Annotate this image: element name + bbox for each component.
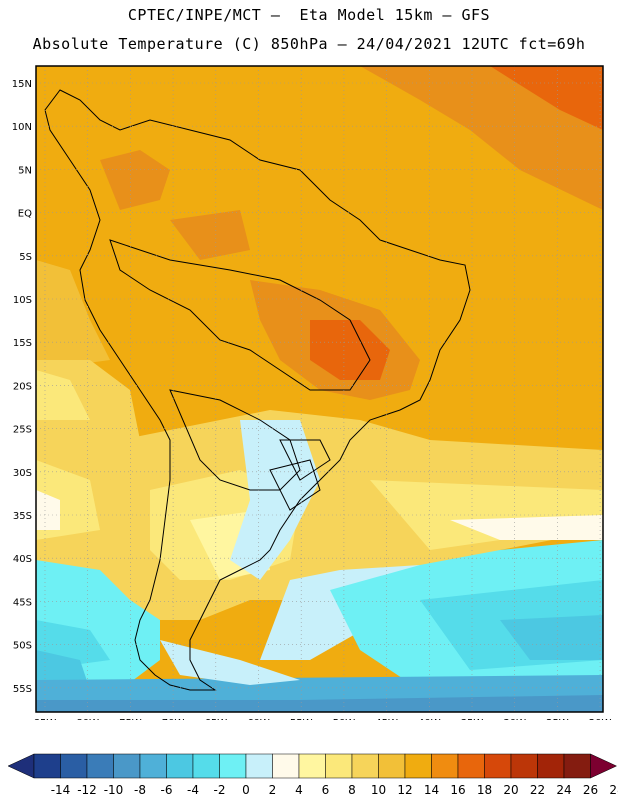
colorbar-overflow — [590, 753, 618, 779]
lon-label: 25W — [546, 718, 569, 720]
colorbar-tick-label: 6 — [322, 783, 330, 797]
colorbar-box — [113, 753, 141, 779]
colorbar-box — [510, 753, 538, 779]
lat-label: 15S — [13, 338, 32, 349]
colorbar-tick-label: 24 — [556, 783, 571, 797]
colorbar-tick-label: -2 — [214, 783, 226, 797]
lat-label: EQ — [18, 209, 32, 220]
colorbar-tick-label: -8 — [134, 783, 146, 797]
colorbar-box — [404, 753, 432, 779]
colorbar-box — [325, 753, 353, 779]
colorbar-tick-label: -14 — [51, 783, 71, 797]
lat-label: 5N — [18, 165, 32, 176]
colorbar-box — [298, 753, 326, 779]
colorbar-box — [378, 753, 406, 779]
colorbar-tick-label: 0 — [242, 783, 250, 797]
colorbar-box — [33, 753, 61, 779]
colorbar-box — [192, 753, 220, 779]
map-title: CPTEC/INPE/MCT – Eta Model 15km – GFS — [127, 6, 491, 24]
lat-label: 5S — [19, 252, 32, 263]
colorbar-tick-label: 16 — [450, 783, 465, 797]
colorbar-tick-label: 18 — [477, 783, 492, 797]
map-subtitle: Absolute Temperature (C) 850hPa – 24/04/… — [32, 35, 586, 53]
colorbar-box — [272, 753, 300, 779]
map-frame — [35, 65, 604, 713]
colorbar-box — [60, 753, 88, 779]
coastline — [44, 89, 471, 691]
temperature-field — [36, 66, 603, 712]
lat-label: 40S — [13, 554, 32, 565]
latitude-labels: 15N 10N 5N EQ 5S 10S 15S 20S 25S 30S 35S 40S 45S 50S 5… — [12, 79, 32, 695]
colorbar-box — [351, 753, 379, 779]
colorbar-tick-label: 26 — [583, 783, 598, 797]
lat-label: 10S — [13, 295, 32, 306]
colorbar-box — [139, 753, 167, 779]
graticule — [36, 66, 603, 712]
colorbar-tick-label: 20 — [503, 783, 518, 797]
lat-label: 10N — [12, 122, 32, 133]
colorbar-tick-label: 2 — [269, 783, 277, 797]
colorbar-box — [245, 753, 273, 779]
colorbar-tick-label: 10 — [371, 783, 386, 797]
lon-label: 20W — [589, 718, 612, 720]
lon-label: 50W — [333, 718, 356, 720]
colorbar-tick-label: -4 — [187, 783, 199, 797]
lat-label: 50S — [13, 641, 32, 652]
colorbar-box — [484, 753, 512, 779]
colorbar-box — [86, 753, 114, 779]
lon-label: 75W — [119, 718, 142, 720]
lon-label: 65W — [204, 718, 227, 720]
colorbar-box — [563, 753, 591, 779]
lat-label: 30S — [13, 468, 32, 479]
colorbar: -14 -12 -10 -8 -6 -4 -2 0 2 4 6 8 10 12 14 16 18 20 22 24 26… — [7, 753, 618, 797]
lon-label: 35W — [461, 718, 484, 720]
lon-label: 30W — [503, 718, 526, 720]
lon-label: 60W — [247, 718, 270, 720]
colorbar-box — [457, 753, 485, 779]
colorbar-box — [166, 753, 194, 779]
colorbar-tick-label: 8 — [348, 783, 356, 797]
lon-label: 70W — [162, 718, 185, 720]
colorbar-tick-label: -6 — [161, 783, 173, 797]
colorbar-underflow — [7, 753, 35, 779]
lat-label: 35S — [13, 511, 32, 522]
colorbar-box — [431, 753, 459, 779]
colorbar-tick-label: 28 — [609, 783, 618, 797]
lon-label: 40W — [418, 718, 441, 720]
lat-label: 45S — [13, 597, 32, 608]
colorbar-box — [537, 753, 565, 779]
lon-label: 80W — [76, 718, 99, 720]
longitude-labels: 85W 80W 75W 70W 65W 60W 55W 50W 45W 40W 35W 30W 25W 2… — [34, 718, 612, 720]
colorbar-tick-label: -12 — [77, 783, 97, 797]
lat-label: 20S — [13, 381, 32, 392]
lon-label: 55W — [290, 718, 313, 720]
colorbar-tick-label: -10 — [104, 783, 124, 797]
lat-label: 25S — [13, 425, 32, 436]
temperature-map: 15N 10N 5N EQ 5S 10S 15S 20S 25S 30S 35S 40S 45S 50S 5… — [12, 65, 612, 720]
lon-label: 45W — [375, 718, 398, 720]
colorbar-tick-label: 12 — [397, 783, 412, 797]
lat-label: 55S — [13, 684, 32, 695]
colorbar-tick-label: 14 — [424, 783, 439, 797]
colorbar-tick-label: 22 — [530, 783, 545, 797]
colorbar-tick-label: 4 — [295, 783, 303, 797]
colorbar-box — [219, 753, 247, 779]
lon-label: 85W — [34, 718, 57, 720]
lat-label: 15N — [12, 79, 32, 90]
